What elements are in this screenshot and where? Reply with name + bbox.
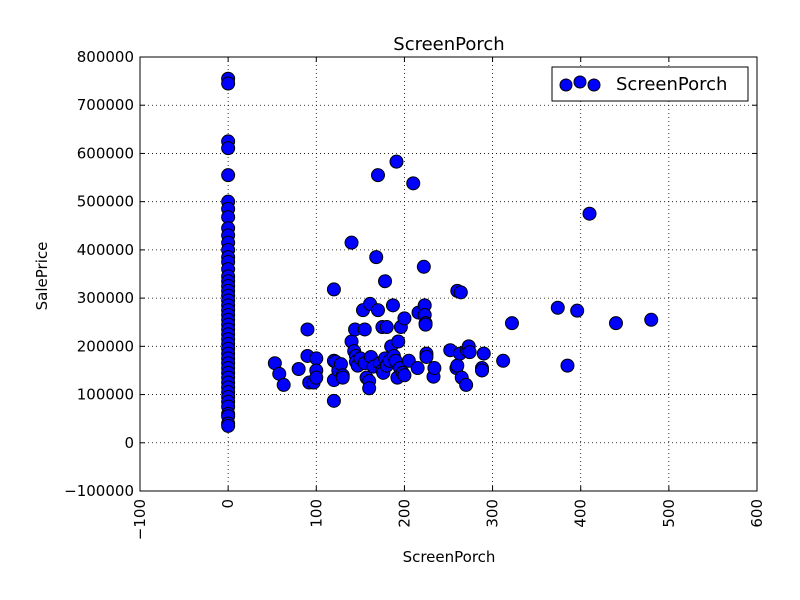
y-tick-label: −100000 xyxy=(64,482,134,500)
data-point xyxy=(221,76,236,91)
data-point xyxy=(582,206,597,221)
data-point xyxy=(221,168,236,183)
data-point xyxy=(459,377,474,392)
data-point xyxy=(550,300,565,315)
x-axis-title: ScreenPorch xyxy=(403,548,496,566)
data-point xyxy=(357,322,372,337)
y-tick-label: 800000 xyxy=(77,48,134,66)
data-point xyxy=(504,316,519,331)
data-point xyxy=(453,285,468,300)
data-points xyxy=(221,71,659,433)
data-point xyxy=(344,235,359,250)
x-tick-label: 0 xyxy=(219,499,237,509)
data-point xyxy=(397,368,412,383)
y-tick-label: 0 xyxy=(124,434,134,452)
plot-area xyxy=(140,57,757,491)
data-point xyxy=(570,303,585,318)
data-point xyxy=(476,346,491,361)
data-point xyxy=(300,322,315,337)
legend: ScreenPorch xyxy=(551,66,749,102)
data-point xyxy=(644,312,659,327)
data-point xyxy=(496,353,511,368)
data-point xyxy=(385,298,400,313)
y-tick-labels: −100000 0 100000 200000 300000 400000 500000 60… xyxy=(64,48,134,500)
legend-marker xyxy=(573,75,587,89)
legend-label: ScreenPorch xyxy=(616,74,727,95)
y-tick-label: 600000 xyxy=(77,144,134,162)
y-tick-label: 100000 xyxy=(77,386,134,404)
x-tick-label: 600 xyxy=(748,499,766,528)
data-point xyxy=(416,259,431,274)
legend-marker xyxy=(559,78,573,92)
x-tick-label: 200 xyxy=(395,499,413,528)
data-point xyxy=(474,363,489,378)
data-point xyxy=(389,154,404,169)
data-point xyxy=(221,418,236,433)
tick-marks xyxy=(139,56,758,492)
chart-title: ScreenPorch xyxy=(393,34,504,55)
x-tick-label: 300 xyxy=(484,499,502,528)
data-point xyxy=(309,351,324,366)
plot-frame xyxy=(139,56,758,492)
data-point xyxy=(326,282,341,297)
y-tick-label: 700000 xyxy=(77,96,134,114)
data-point xyxy=(370,303,385,318)
data-point xyxy=(462,345,477,360)
data-point xyxy=(326,393,341,408)
y-tick-label: 300000 xyxy=(77,289,134,307)
data-point xyxy=(450,358,465,373)
data-point xyxy=(410,361,425,376)
x-tick-label: 100 xyxy=(307,499,325,528)
data-point xyxy=(276,377,291,392)
y-axis-title: SalePrice xyxy=(33,242,51,311)
data-point xyxy=(608,316,623,331)
x-tick-labels: −100 0 100 200 300 400 500 600 xyxy=(131,499,766,540)
data-point xyxy=(406,176,421,191)
y-tick-label: 400000 xyxy=(77,241,134,259)
x-tick-label: 400 xyxy=(572,499,590,528)
data-point xyxy=(379,320,394,335)
data-point xyxy=(291,361,306,376)
x-tick-label: −100 xyxy=(131,499,149,540)
data-point xyxy=(419,349,434,364)
data-point xyxy=(560,358,575,373)
data-point xyxy=(397,311,412,326)
data-point xyxy=(427,361,442,376)
data-point xyxy=(378,274,393,289)
data-point xyxy=(369,250,384,265)
data-point xyxy=(221,141,236,156)
legend-marker xyxy=(587,78,601,92)
data-point xyxy=(362,381,377,396)
data-point xyxy=(418,317,433,332)
y-tick-label: 500000 xyxy=(77,193,134,211)
data-point xyxy=(391,334,406,349)
data-point xyxy=(370,168,385,183)
y-tick-label: 200000 xyxy=(77,337,134,355)
data-point xyxy=(309,370,324,385)
data-point xyxy=(335,370,350,385)
x-tick-label: 500 xyxy=(660,499,678,528)
